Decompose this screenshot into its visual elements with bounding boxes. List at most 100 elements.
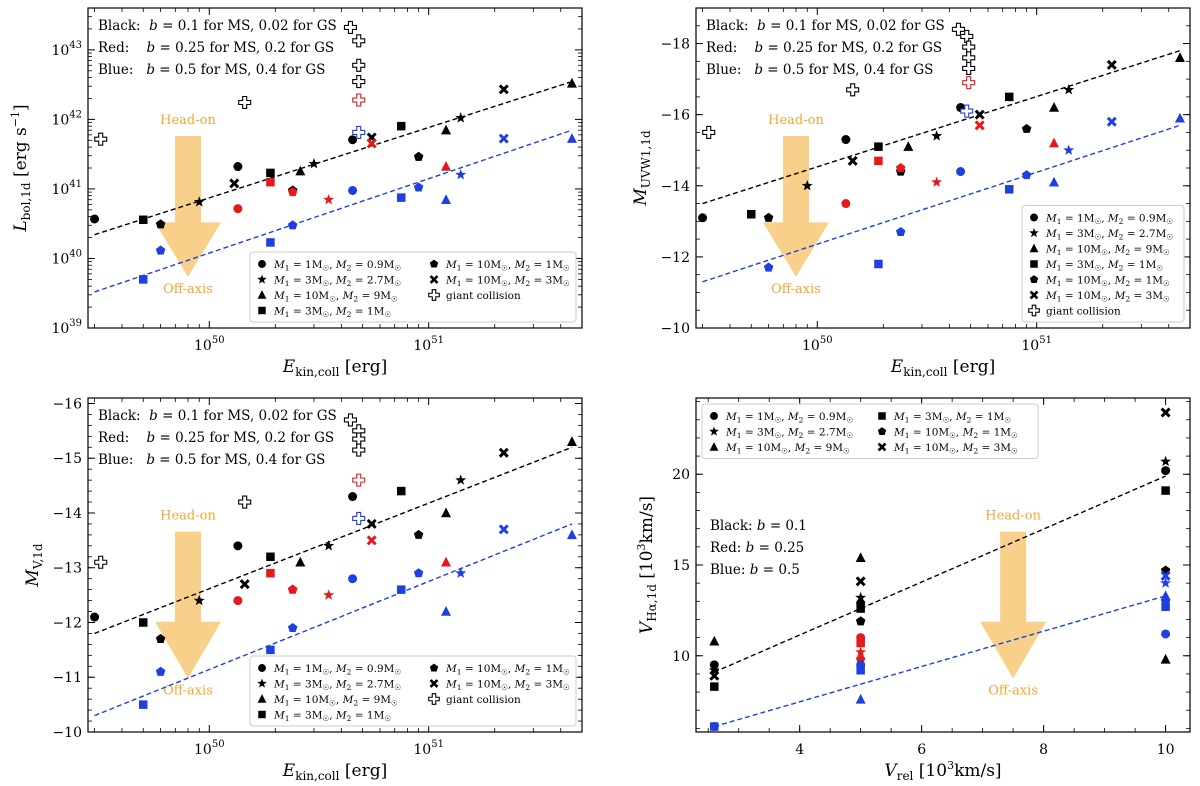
data-point-cross-blue xyxy=(498,524,509,535)
data-point-star-blue xyxy=(455,168,467,180)
x-tick-label: 1051 xyxy=(413,335,444,354)
data-point-cross-black xyxy=(1106,59,1117,70)
data-point-square-red xyxy=(856,638,865,648)
legend-label: M1 = 10M☉, M2 = 9M☉ xyxy=(1045,244,1170,258)
data-point-square-black xyxy=(138,215,148,225)
fit-line-blue xyxy=(94,523,573,717)
legend-label: M1 = 10M☉, M2 = 1M☉ xyxy=(445,259,570,273)
data-point-triangle-black xyxy=(441,507,452,518)
x-axis-label: Ekin,coll [erg] xyxy=(282,357,387,379)
y-tick-label: −18 xyxy=(660,37,690,53)
chart-panel-2: Head-on Off-axis 1050 1051 −10 −12 −14 −16 −18 Ek… xyxy=(631,7,1191,379)
legend-box xyxy=(701,403,1039,459)
data-point-square-blue xyxy=(138,275,148,284)
annotation-line: Blue: b = 0.5 for MS, 0.4 for GS xyxy=(706,62,933,78)
annotation-line: Blue: b = 0.5 for MS, 0.4 for GS xyxy=(98,452,325,468)
data-point-cross-black xyxy=(855,576,866,587)
legend-label: M1 = 1M☉, M2 = 0.9M☉ xyxy=(725,411,853,425)
data-point-pentagon-blue xyxy=(287,622,298,633)
data-point-pentagon-black xyxy=(413,151,424,161)
y-axis-label: VHα,1d [103km/s] xyxy=(635,496,659,634)
x-tick-label: 4 xyxy=(795,742,804,758)
legend-marker-square xyxy=(878,412,886,420)
legend-marker-plus xyxy=(428,693,440,705)
legend-label: M1 = 10M☉, M2 = 3M☉ xyxy=(445,275,570,289)
data-point-star-black xyxy=(801,180,813,191)
y-tick-label: −12 xyxy=(52,615,82,631)
data-point-square-blue xyxy=(874,259,883,269)
legend-marker-pentagon xyxy=(1029,275,1039,284)
data-point-triangle-black xyxy=(441,124,452,135)
legend-label: giant collision xyxy=(446,290,521,302)
data-point-square-blue xyxy=(138,700,148,709)
data-point-square-black xyxy=(1005,92,1014,102)
data-point-cross-red xyxy=(974,120,985,131)
data-point-square-blue xyxy=(266,645,275,655)
data-point-star-black xyxy=(931,130,943,141)
data-point-triangle-blue xyxy=(1160,590,1171,601)
y-tick-label: −10 xyxy=(660,321,690,337)
data-point-triangle-blue xyxy=(1049,176,1060,187)
data-point-square-blue xyxy=(1161,602,1170,611)
annotation-line: Red: b = 0.25 for MS, 0.2 for GS xyxy=(98,430,334,446)
data-point-pentagon-blue xyxy=(413,568,424,578)
legend-marker-triangle xyxy=(257,290,267,299)
data-point-circle-black xyxy=(348,135,358,145)
annotation-line: Blue: b = 0.5 for MS, 0.4 for GS xyxy=(98,62,325,78)
data-point-pentagon-black xyxy=(855,616,866,626)
data-point-star-red xyxy=(323,193,335,205)
legend-label: M1 = 10M☉, M2 = 9M☉ xyxy=(273,694,398,708)
x-tick-label: 1051 xyxy=(413,739,444,758)
annotation-line: Black: b = 0.1 for MS, 0.02 for GS xyxy=(98,408,337,424)
arrow-label-off-axis: Off-axis xyxy=(163,282,213,297)
data-point-triangle-black xyxy=(1049,102,1060,112)
data-point-plus-black xyxy=(352,443,366,457)
x-axis-label: Vrel [103km/s] xyxy=(884,759,1001,783)
data-point-triangle-blue xyxy=(566,529,577,540)
data-point-plus-red xyxy=(352,473,366,487)
data-point-square-black xyxy=(1161,486,1170,495)
y-axis-label-group: VHα,1d [103km/s] xyxy=(635,496,659,634)
fit-line-black xyxy=(94,80,573,236)
y-axis-label-group: MUVW1,1d xyxy=(631,130,653,207)
arrow-label-head-on: Head-on xyxy=(768,113,824,128)
data-point-circle-black xyxy=(233,541,243,551)
legend-label: M1 = 3M☉, M2 = 1M☉ xyxy=(273,306,391,320)
data-point-pentagon-blue xyxy=(155,666,166,676)
data-point-plus-blue xyxy=(352,125,366,139)
legend-marker-pentagon xyxy=(429,259,439,268)
data-point-star-black xyxy=(855,591,867,603)
annotation-line: Blue: b = 0.5 xyxy=(710,562,800,578)
x-tick-label: 1050 xyxy=(194,739,225,758)
legend-marker-square xyxy=(258,710,266,719)
x-tick-label: 10 xyxy=(1157,742,1175,758)
data-point-cross-black xyxy=(229,178,240,189)
data-point-square-black xyxy=(266,168,275,178)
legend-marker-square xyxy=(1030,260,1038,268)
data-point-plus-black xyxy=(343,413,357,427)
data-point-circle-red xyxy=(233,204,243,214)
data-point-plus-black xyxy=(238,95,252,110)
data-point-triangle-black xyxy=(709,635,720,646)
data-point-circle-black xyxy=(90,214,100,224)
y-tick-label: −14 xyxy=(660,179,690,195)
y-tick-label: 1043 xyxy=(51,40,82,59)
data-point-triangle-black xyxy=(566,77,577,88)
data-point-square-blue xyxy=(710,722,719,731)
data-point-cross-black xyxy=(709,670,720,681)
data-point-pentagon-red xyxy=(287,187,298,197)
data-point-square-blue xyxy=(266,238,275,247)
data-point-star-black xyxy=(193,594,205,606)
data-point-star-black xyxy=(308,158,320,169)
data-point-cross-black xyxy=(498,447,509,458)
legend-label: M1 = 10M☉, M2 = 1M☉ xyxy=(1045,275,1170,289)
x-axis-label: Ekin,coll [erg] xyxy=(282,761,387,783)
legend-label: M1 = 10M☉, M2 = 1M☉ xyxy=(893,427,1018,441)
data-point-circle-blue xyxy=(348,185,358,195)
data-point-plus-red xyxy=(352,93,366,107)
data-point-circle-black xyxy=(1161,466,1171,476)
arrow-label-off-axis: Off-axis xyxy=(771,282,821,297)
data-point-triangle-black xyxy=(295,165,306,176)
data-point-square-red xyxy=(266,568,275,578)
legend-marker-star xyxy=(709,426,719,436)
